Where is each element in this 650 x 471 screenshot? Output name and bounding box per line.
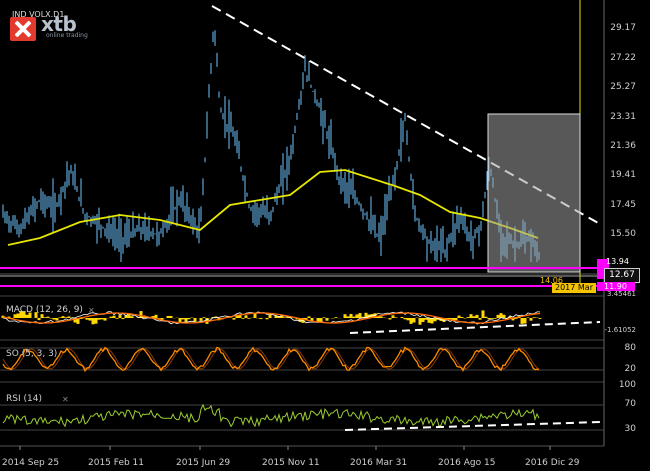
time-axis-label: 2015 Nov 11 bbox=[262, 458, 320, 468]
symbol-label: IND VOLX.D1 bbox=[12, 10, 64, 19]
wrench-icon[interactable]: ✕ bbox=[88, 306, 95, 315]
price-axis-label: 27.22 bbox=[610, 53, 636, 63]
macd-signal-line bbox=[2, 312, 541, 324]
magenta-label-lower: 11.90 bbox=[604, 282, 627, 291]
macd-line bbox=[2, 311, 540, 325]
symbol-prefix: IND bbox=[12, 10, 27, 19]
magenta-label-mid: 14.06 bbox=[540, 276, 563, 285]
stoch-level-80: 80 bbox=[624, 343, 636, 353]
time-axis-label: 2014 Sep 25 bbox=[2, 458, 60, 468]
price-axis-label: 17.45 bbox=[610, 200, 636, 210]
time-axis-label: 2015 Feb 11 bbox=[88, 458, 145, 468]
macd-label: MACD (12, 26, 9) bbox=[6, 305, 83, 315]
stoch-signal-line bbox=[2, 348, 540, 370]
rsi-label: RSI (14) bbox=[6, 394, 42, 404]
brand-tagline: online trading bbox=[46, 32, 88, 39]
time-axis-label: 2016 Dic 29 bbox=[525, 458, 580, 468]
rsi-top-label: 100 bbox=[618, 380, 636, 390]
price-axis-label: 21.36 bbox=[610, 141, 636, 151]
current-price-box: 12.67 bbox=[604, 268, 640, 283]
stoch-label: SO (5, 3, 3) bbox=[6, 349, 58, 359]
brand-logo-text: xtb bbox=[41, 12, 77, 36]
macd-min-label: -1.61052 bbox=[604, 326, 636, 334]
rsi-level-30: 30 bbox=[624, 424, 636, 434]
xtb-logo: IND VOLX.D1 xtb online trading bbox=[4, 4, 94, 41]
wrench-icon[interactable]: ✕ bbox=[62, 395, 69, 404]
time-axis-label: 2016 Mar 31 bbox=[350, 458, 408, 468]
rsi-line bbox=[2, 403, 540, 428]
price-axis-label: 15.50 bbox=[610, 229, 636, 239]
rsi-trend-line bbox=[344, 421, 601, 431]
symbol-name: VOLX.D1 bbox=[29, 10, 65, 19]
time-axis-label: 2015 Jun 29 bbox=[176, 458, 231, 468]
price-axis-label: 23.31 bbox=[610, 112, 636, 122]
stoch-line bbox=[2, 346, 540, 373]
magenta-label-upper: 13.94 bbox=[606, 257, 629, 266]
xtb-logo-icon bbox=[10, 17, 36, 41]
price-axis-label: 25.27 bbox=[610, 82, 636, 92]
price-axis-label: 29.17 bbox=[610, 23, 636, 33]
time-axis-label: 2016 Ago 15 bbox=[438, 458, 496, 468]
price-axis-label: 19.41 bbox=[610, 170, 636, 180]
magenta-price-tag-lower bbox=[597, 282, 635, 291]
moving-average-line bbox=[7, 169, 539, 246]
rsi-level-70: 70 bbox=[624, 399, 636, 409]
macd-trend-line bbox=[349, 321, 601, 334]
macd-max-label: 3.45461 bbox=[607, 290, 636, 298]
date-marker[interactable]: 2017 Mar bbox=[552, 283, 596, 293]
highlight-rectangle bbox=[487, 113, 581, 273]
stoch-level-20: 20 bbox=[624, 364, 636, 374]
